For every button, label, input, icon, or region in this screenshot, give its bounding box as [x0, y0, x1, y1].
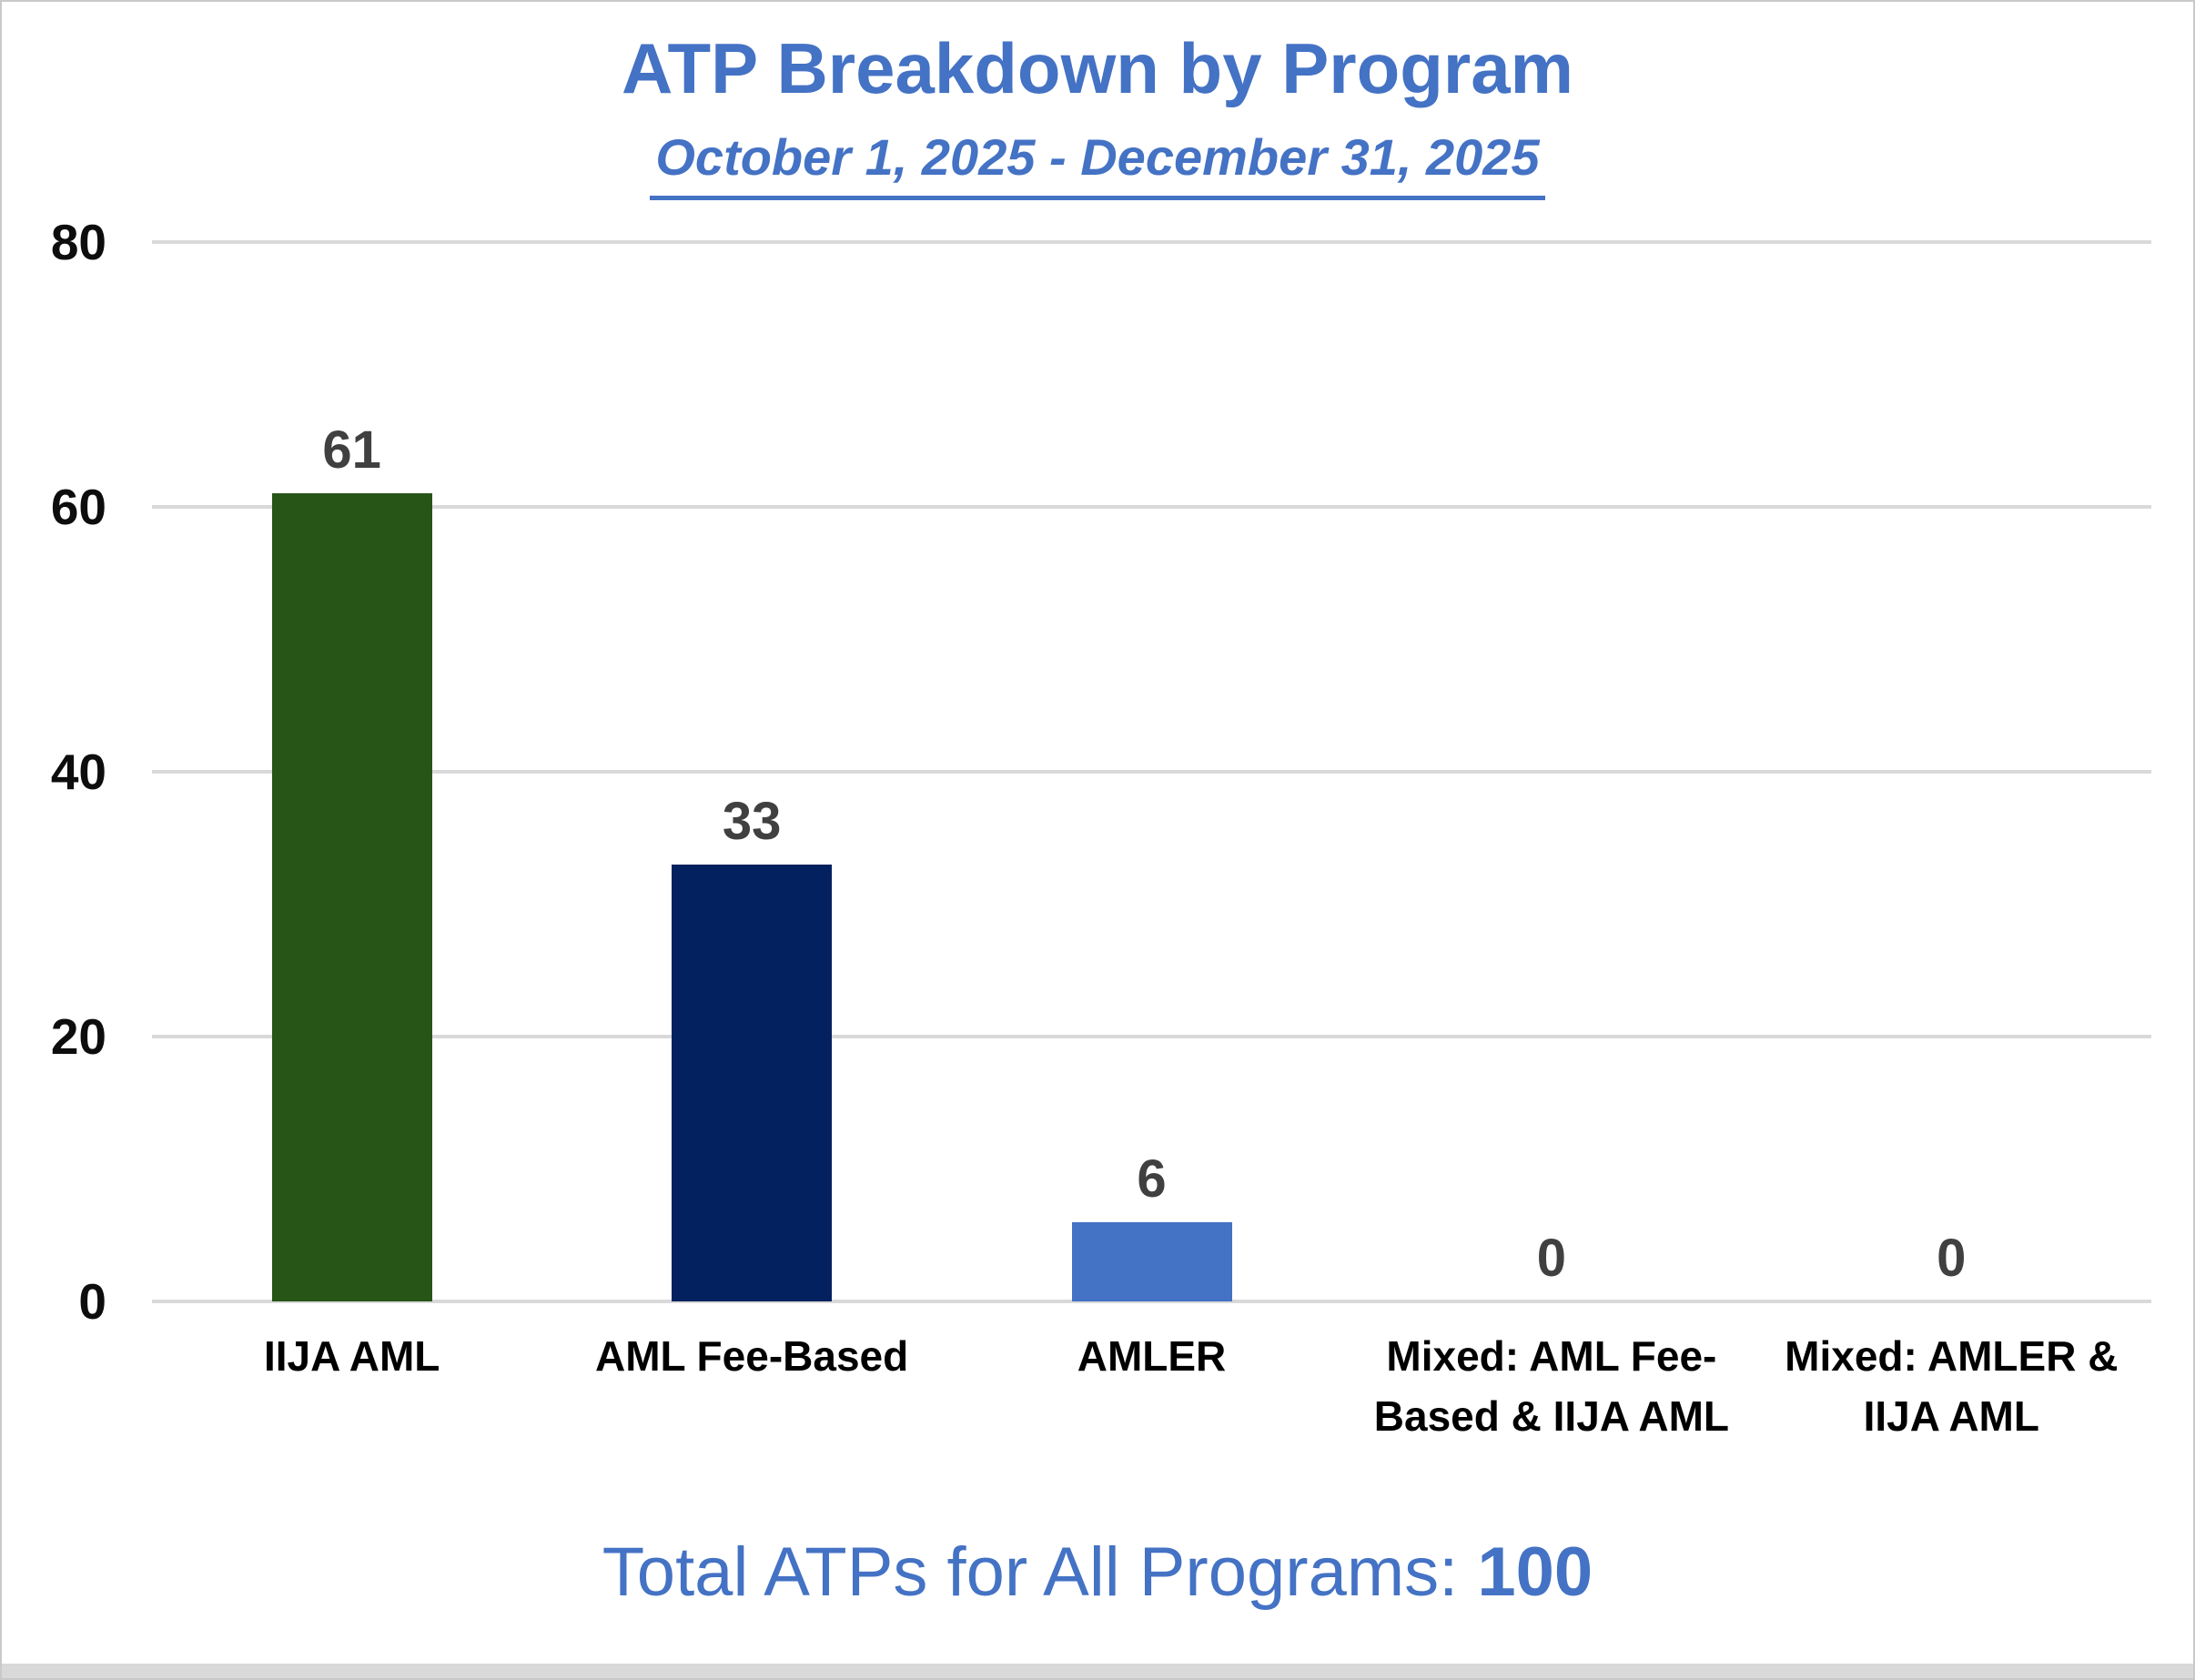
- ytick-label-20: 20: [50, 1008, 106, 1065]
- total-line: Total ATPs for All Programs: 100: [2, 1533, 2193, 1612]
- ytick-label-60: 60: [50, 479, 106, 535]
- value-label-aml-fee-based: 33: [722, 791, 782, 851]
- gridline-80: [152, 240, 2151, 244]
- ytick-label-40: 40: [50, 744, 106, 800]
- chart-subtitle-wrap: October 1, 2025 - December 31, 2025: [2, 127, 2193, 200]
- value-label-mixed-aml-fee-based-iija-aml: 0: [1536, 1229, 1567, 1288]
- bar-iija-aml: [271, 493, 432, 1301]
- value-label-amler: 6: [1137, 1149, 1167, 1209]
- chart-title: ATP Breakdown by Program: [621, 28, 1574, 108]
- category-label-iija-aml: IIJA AML: [264, 1332, 440, 1380]
- category-label-mixed-aml-fee-based-iija-aml: Mixed: AML Fee-Based & IIJA AML: [1373, 1332, 1729, 1440]
- gridline-40: [152, 770, 2151, 774]
- total-value: 100: [1477, 1533, 1593, 1611]
- gridline-60: [152, 505, 2151, 509]
- gridline-20: [152, 1035, 2151, 1038]
- category-label-aml-fee-based: AML Fee-Based: [594, 1332, 909, 1380]
- ytick-label-80: 80: [50, 214, 106, 270]
- category-label-amler: AMLER: [1077, 1332, 1227, 1380]
- total-label: Total ATPs for All Programs:: [602, 1533, 1459, 1611]
- value-label-mixed-amler-iija-aml: 0: [1937, 1229, 1967, 1288]
- horizontal-scrollbar-track[interactable]: [2, 1664, 2193, 1678]
- gridline-0: [152, 1300, 2151, 1303]
- chart-subtitle: October 1, 2025 - December 31, 2025: [650, 127, 1545, 200]
- category-label-mixed-amler-iija-aml: Mixed: AMLER & IIJA AML: [1785, 1332, 2119, 1440]
- value-label-iija-aml: 61: [322, 420, 381, 481]
- ytick-label-0: 0: [78, 1273, 106, 1330]
- bar-amler: [1071, 1221, 1232, 1301]
- bar-aml-fee-based: [672, 864, 833, 1301]
